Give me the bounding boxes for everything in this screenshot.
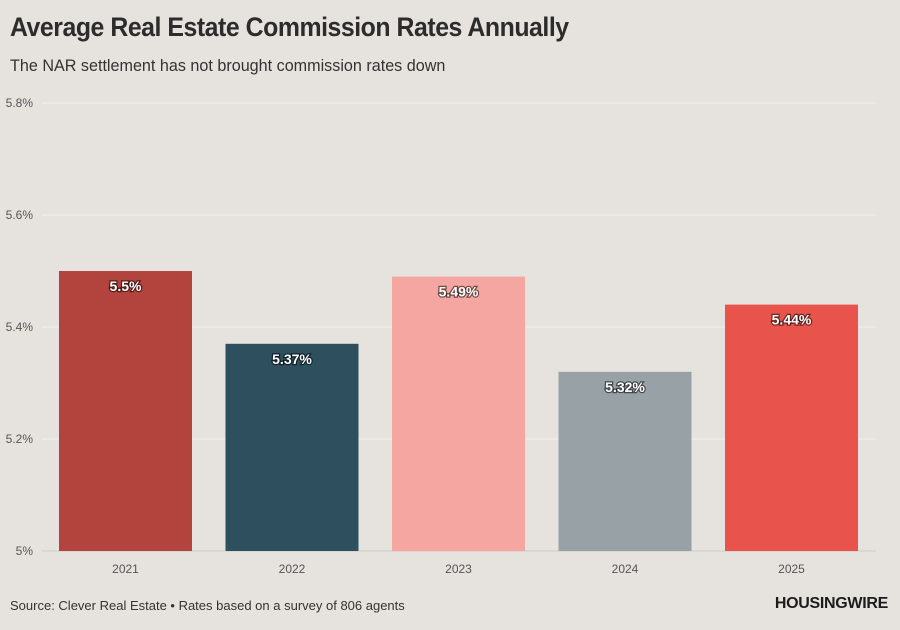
data-label-2023: 5.49% — [439, 284, 479, 300]
x-tick-label: 2022 — [279, 562, 306, 576]
data-label-2022: 5.37% — [272, 351, 312, 367]
bar-2022 — [225, 343, 359, 551]
x-tick-label: 2023 — [445, 562, 472, 576]
y-tick-label: 5% — [16, 544, 34, 558]
y-tick-label: 5.4% — [6, 320, 34, 334]
y-tick-label: 5.6% — [6, 208, 34, 222]
source-note: Source: Clever Real Estate • Rates based… — [10, 598, 405, 613]
y-tick-label: 5.8% — [6, 96, 34, 110]
data-label-2024: 5.32% — [605, 379, 645, 395]
data-label-2025: 5.44% — [772, 312, 812, 328]
bar-2024 — [558, 371, 692, 551]
data-label-2021: 5.5% — [110, 278, 142, 294]
x-axis-ticks: 2021 2022 2023 2024 2025 — [112, 562, 805, 576]
x-tick-label: 2025 — [778, 562, 805, 576]
bars — [59, 271, 858, 551]
data-labels: 5.5% 5.37% 5.49% 5.32% 5.44% — [108, 277, 813, 396]
y-axis-ticks: 5% 5.2% 5.4% 5.6% 5.8% — [6, 96, 34, 558]
y-tick-label: 5.2% — [6, 432, 34, 446]
x-tick-label: 2024 — [612, 562, 639, 576]
bar-2025 — [725, 304, 858, 551]
bar-2023 — [392, 276, 525, 551]
x-tick-label: 2021 — [112, 562, 139, 576]
chart-title: Average Real Estate Commission Rates Ann… — [10, 12, 569, 42]
bar-2021 — [59, 271, 192, 551]
chart-subtitle: The NAR settlement has not brought commi… — [10, 56, 446, 75]
brand-logo: HOUSINGWIRE — [774, 595, 888, 612]
